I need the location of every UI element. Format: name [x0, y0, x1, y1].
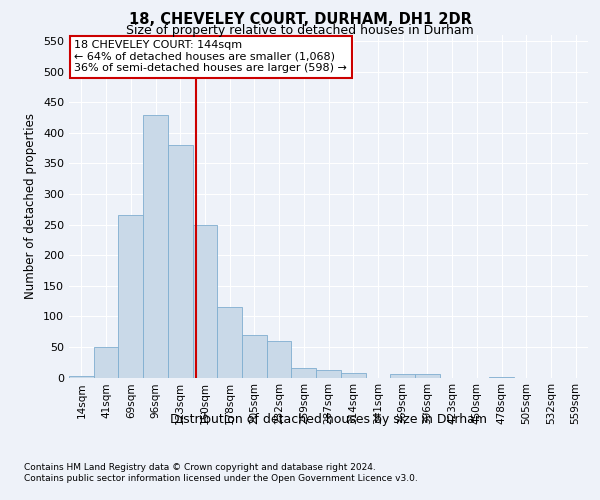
Bar [217, 307, 242, 378]
Bar [292, 368, 316, 378]
Text: Contains public sector information licensed under the Open Government Licence v3: Contains public sector information licen… [24, 474, 418, 483]
Text: Distribution of detached houses by size in Durham: Distribution of detached houses by size … [170, 412, 487, 426]
Bar [69, 376, 94, 378]
Bar [341, 372, 365, 378]
Bar [193, 224, 217, 378]
Text: 18 CHEVELEY COURT: 144sqm
← 64% of detached houses are smaller (1,068)
36% of se: 18 CHEVELEY COURT: 144sqm ← 64% of detac… [74, 40, 347, 74]
Text: Size of property relative to detached houses in Durham: Size of property relative to detached ho… [126, 24, 474, 37]
Bar [143, 114, 168, 378]
Bar [316, 370, 341, 378]
Text: 18, CHEVELEY COURT, DURHAM, DH1 2DR: 18, CHEVELEY COURT, DURHAM, DH1 2DR [128, 12, 472, 28]
Bar [489, 377, 514, 378]
Text: Contains HM Land Registry data © Crown copyright and database right 2024.: Contains HM Land Registry data © Crown c… [24, 462, 376, 471]
Bar [94, 347, 118, 378]
Bar [415, 374, 440, 378]
Bar [168, 145, 193, 378]
Bar [267, 341, 292, 378]
Bar [390, 374, 415, 378]
Y-axis label: Number of detached properties: Number of detached properties [25, 114, 37, 299]
Bar [242, 334, 267, 378]
Bar [118, 216, 143, 378]
